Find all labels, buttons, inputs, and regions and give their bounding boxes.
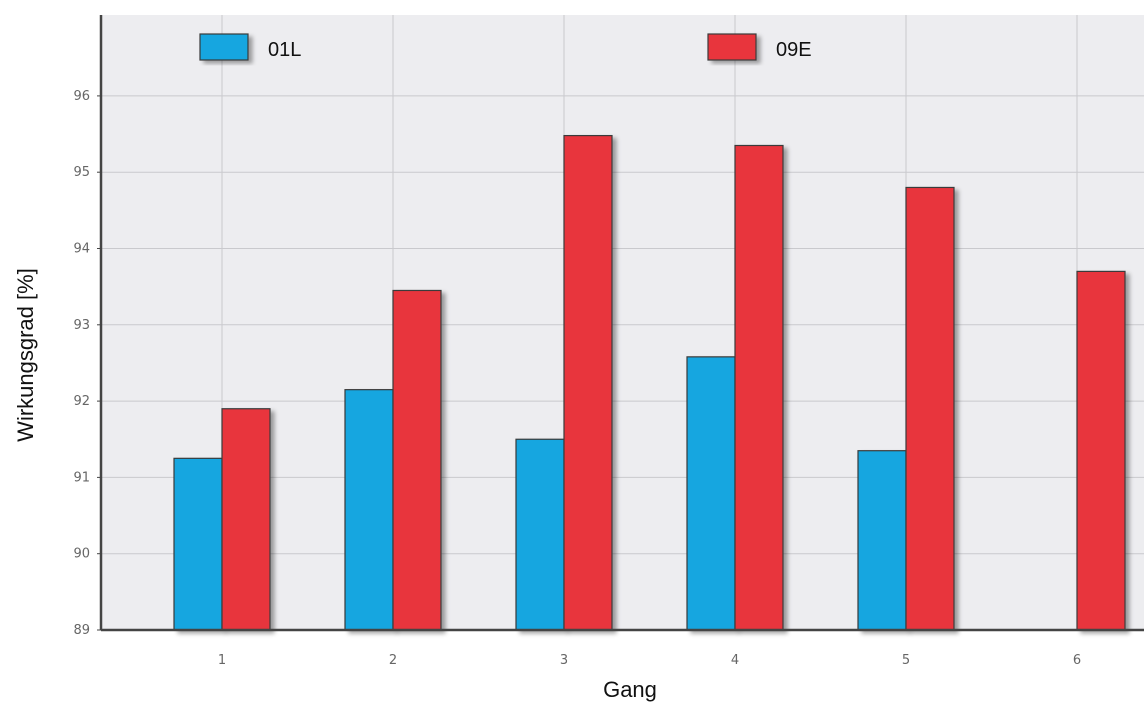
bar-01L-gang-4 bbox=[686, 356, 736, 631]
bar-01L-gang-1 bbox=[173, 457, 223, 631]
x-tick-labels: 1 2 3 4 5 6 bbox=[218, 653, 1081, 668]
legend: 01L 09E bbox=[199, 33, 812, 61]
axes bbox=[99, 15, 1144, 632]
x-tick-label: 6 bbox=[1073, 653, 1081, 668]
bar-01L-gang-2 bbox=[344, 389, 394, 631]
y-tick-labels: 89 90 91 92 93 94 95 96 bbox=[73, 89, 101, 638]
bar-09E-gang-6 bbox=[1076, 270, 1126, 631]
y-tick-label: 92 bbox=[73, 394, 90, 409]
legend-swatch-09E bbox=[707, 33, 757, 61]
bar-09E-gang-2 bbox=[392, 289, 442, 631]
y-tick-label: 94 bbox=[73, 242, 90, 257]
y-tick-label: 90 bbox=[73, 547, 90, 562]
y-tick-label: 96 bbox=[73, 89, 90, 104]
y-tick-label: 93 bbox=[73, 318, 90, 333]
bars bbox=[173, 134, 1126, 631]
x-tick-label: 1 bbox=[218, 653, 226, 668]
legend-swatch-01L bbox=[199, 33, 249, 61]
y-axis-title: Wirkungsgrad [%] bbox=[13, 268, 38, 442]
x-axis-title: Gang bbox=[603, 677, 657, 702]
legend-label-09E: 09E bbox=[776, 39, 812, 61]
bar-09E-gang-5 bbox=[905, 186, 955, 631]
y-tick-label: 95 bbox=[73, 165, 90, 180]
plot-background bbox=[101, 15, 1144, 630]
bar-09E-gang-4 bbox=[734, 144, 784, 631]
x-tick-label: 4 bbox=[731, 653, 739, 668]
bar-01L-gang-5 bbox=[857, 450, 907, 631]
x-tick-label: 5 bbox=[902, 653, 910, 668]
x-tick-label: 2 bbox=[389, 653, 397, 668]
bar-09E-gang-3 bbox=[563, 134, 613, 631]
legend-label-01L: 01L bbox=[268, 39, 301, 61]
bar-09E-gang-1 bbox=[221, 408, 271, 631]
y-tick-label: 89 bbox=[73, 623, 90, 638]
y-tick-label: 91 bbox=[73, 470, 90, 485]
bar-01L-gang-3 bbox=[515, 438, 565, 631]
x-tick-label: 3 bbox=[560, 653, 568, 668]
